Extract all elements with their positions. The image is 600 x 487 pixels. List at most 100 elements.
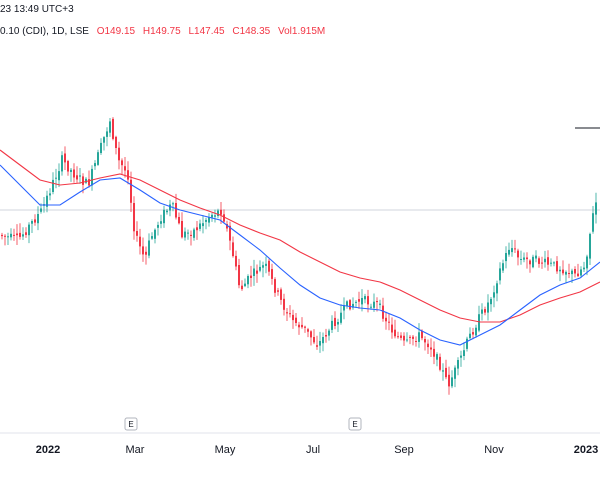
candle-body [403,335,405,341]
candle-body [310,331,312,338]
ma-fast-line [0,164,600,346]
candle-body [373,301,375,308]
candle-body [541,262,543,264]
candle-body [223,214,225,222]
candle-body [199,223,201,229]
candle-body [454,367,456,379]
candle-body [451,377,453,387]
earnings-marker-label: E [128,420,133,429]
time-axis-label: Jul [306,444,320,456]
candle-body [181,221,183,238]
open-value: O149.15 [96,26,136,37]
candle-body [64,153,66,163]
candle-body [166,210,168,213]
candle-body [307,329,309,332]
candle-body [52,179,54,192]
candle-body [475,327,477,336]
high-value: H149.75 [142,26,181,37]
candle-body [532,256,534,268]
close-value: C148.35 [232,26,271,37]
candle-body [241,285,243,290]
candle-body [22,234,24,237]
candle-body [385,317,387,322]
candle-body [85,178,87,183]
candle-body [424,339,426,343]
candle-body [295,317,297,323]
candle-body [109,121,111,133]
candle-body [262,265,264,268]
candle-body [91,168,93,186]
time-axis: 2022 Mar May Jul Sep Nov 2023 [36,444,598,456]
candle-body [127,170,129,180]
candle-body [238,265,240,286]
candle-body [13,234,15,236]
candle-body [178,217,180,224]
candle-body [271,269,273,279]
candle-body [499,268,501,281]
candle-body [100,142,102,153]
candle-body [175,203,177,218]
time-axis-label: Sep [394,444,414,456]
candle-body [286,312,288,314]
earnings-marker-label: E [352,420,357,429]
candle-body [103,137,105,143]
candle-body [412,336,414,339]
earnings-marker-box[interactable] [124,417,138,431]
candle-body [583,267,585,270]
candle-body [400,335,402,338]
candle-body [4,235,6,237]
candle-body [28,224,30,236]
candle-body [154,229,156,239]
candle-body [160,221,162,224]
candle-body [436,354,438,360]
earnings-marker[interactable]: E [124,417,138,431]
candle-body [304,326,306,328]
candle-body [358,299,360,302]
candle-body [562,269,564,274]
candle-body [391,324,393,333]
candle-body [142,246,144,255]
candle-body [73,169,75,178]
candle-body [349,300,351,310]
candle-body [16,233,18,236]
candle-body [550,262,552,264]
earnings-marker[interactable]: E [348,417,362,431]
candle-body [196,227,198,231]
candle-body [589,233,591,259]
candle-body [55,177,57,179]
candle-body [265,263,267,266]
candle-body [274,279,276,293]
candle-body [34,219,36,223]
candle-body [508,249,510,255]
candle-body [427,343,429,348]
candle-body [457,360,459,369]
candle-body [208,217,210,223]
candle-body [520,259,522,260]
candle-body [346,301,348,306]
candle-body [577,273,579,277]
candle-body [325,335,327,337]
candle-body [256,270,258,274]
candle-body [76,175,78,180]
candle-body [172,203,174,205]
candle-body [211,214,213,218]
candle-body [511,248,513,253]
candle-body [25,232,27,235]
candle-body [478,314,480,331]
earnings-marker-box[interactable] [348,417,362,431]
candle-body [430,347,432,350]
candle-body [280,289,282,300]
candle-body [118,147,120,161]
candle-body [247,276,249,285]
candle-body [139,236,141,247]
candle-body [121,160,123,166]
chart-time-header: 23 13:49 UTC+3 [0,4,74,15]
candle-body [70,169,72,172]
candle-body [79,175,81,177]
candle-body [292,314,294,321]
ma-slow-line [0,149,600,323]
candle-body [49,193,51,196]
candle-body [445,367,447,378]
candle-body [493,292,495,298]
